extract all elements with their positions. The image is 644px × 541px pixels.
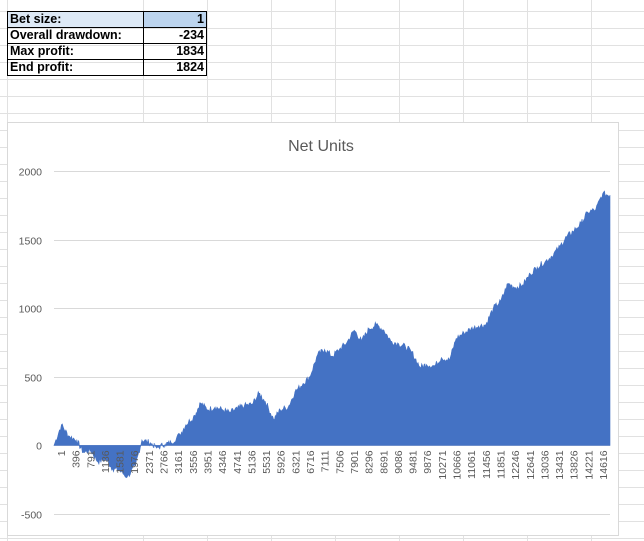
y-tick-label: 1000 xyxy=(19,304,43,316)
bet-size-label[interactable]: Bet size: xyxy=(7,11,144,28)
x-axis: 1 396 791 1186 1581 1976 2371 2766 3161 3556 3951 4… xyxy=(56,450,610,479)
x-tick-label: 1 xyxy=(56,450,68,456)
x-tick-label: 12246 xyxy=(510,450,522,479)
y-tick-label: 2000 xyxy=(19,167,43,179)
y-tick-label: -500 xyxy=(21,510,42,522)
x-tick-label: 3161 xyxy=(173,450,185,474)
series-area-layer xyxy=(53,190,611,479)
x-tick-label: 9481 xyxy=(408,450,420,474)
x-tick-label: 11851 xyxy=(496,450,508,479)
summary-table: Bet size: 1 Overall drawdown: -234 Max p… xyxy=(7,11,207,76)
x-tick-label: 13826 xyxy=(569,450,581,479)
x-tick-label: 14616 xyxy=(598,450,610,479)
x-tick-label: 5531 xyxy=(261,450,273,474)
x-tick-label: 11456 xyxy=(481,450,493,479)
x-tick-label: 8691 xyxy=(378,450,390,474)
x-tick-label: 13036 xyxy=(539,450,551,479)
x-tick-label: 9086 xyxy=(393,450,405,474)
x-tick-label: 7901 xyxy=(349,450,361,474)
end-profit-label[interactable]: End profit: xyxy=(7,59,144,76)
x-tick-label: 10271 xyxy=(437,450,449,479)
overall-drawdown-value[interactable]: -234 xyxy=(143,27,207,44)
x-tick-label: 791 xyxy=(85,450,97,468)
bet-size-value[interactable]: 1 xyxy=(143,11,207,28)
summary-row-max-profit: Max profit: 1834 xyxy=(7,43,207,60)
x-tick-label: 6716 xyxy=(305,450,317,474)
x-tick-label: 8296 xyxy=(364,450,376,474)
max-profit-value[interactable]: 1834 xyxy=(143,43,207,60)
x-tick-label: 9876 xyxy=(422,450,434,474)
x-tick-label: 2371 xyxy=(144,450,156,474)
overall-drawdown-label[interactable]: Overall drawdown: xyxy=(7,27,144,44)
x-tick-label: 2766 xyxy=(159,450,171,474)
summary-row-overall-drawdown: Overall drawdown: -234 xyxy=(7,27,207,44)
x-tick-label: 11061 xyxy=(466,450,478,479)
x-tick-label: 1581 xyxy=(115,450,127,474)
chart-title: Net Units xyxy=(288,138,354,155)
x-tick-label: 7506 xyxy=(334,450,346,474)
net-units-series-area[interactable] xyxy=(53,190,611,479)
x-tick-label: 396 xyxy=(71,450,83,468)
x-tick-label: 5136 xyxy=(246,450,258,474)
y-tick-label: 1500 xyxy=(19,236,43,248)
x-tick-label: 5926 xyxy=(276,450,288,474)
max-profit-label[interactable]: Max profit: xyxy=(7,43,144,60)
x-tick-label: 7111 xyxy=(320,450,332,472)
x-tick-label: 13431 xyxy=(554,450,566,479)
x-tick-label: 12641 xyxy=(525,450,537,479)
x-tick-label: 6321 xyxy=(290,450,302,474)
x-tick-label: 10666 xyxy=(452,450,464,479)
end-profit-value[interactable]: 1824 xyxy=(143,59,207,76)
summary-row-bet-size: Bet size: 1 xyxy=(7,11,207,28)
x-tick-label: 14221 xyxy=(583,450,595,479)
y-tick-label: 500 xyxy=(24,373,42,385)
summary-row-end-profit: End profit: 1824 xyxy=(7,59,207,76)
chart-area[interactable]: Net Units -500 0 500 1000 1500 2000 1 396 791 11… xyxy=(7,122,619,536)
x-tick-label: 4741 xyxy=(232,450,244,474)
x-tick-label: 1186 xyxy=(100,450,112,473)
x-tick-label: 1976 xyxy=(129,450,141,474)
y-tick-label: 0 xyxy=(36,441,42,453)
y-axis: -500 0 500 1000 1500 2000 xyxy=(19,167,43,522)
x-tick-label: 4346 xyxy=(217,450,229,474)
x-tick-label: 3951 xyxy=(203,450,215,474)
x-tick-label: 3556 xyxy=(188,450,200,474)
